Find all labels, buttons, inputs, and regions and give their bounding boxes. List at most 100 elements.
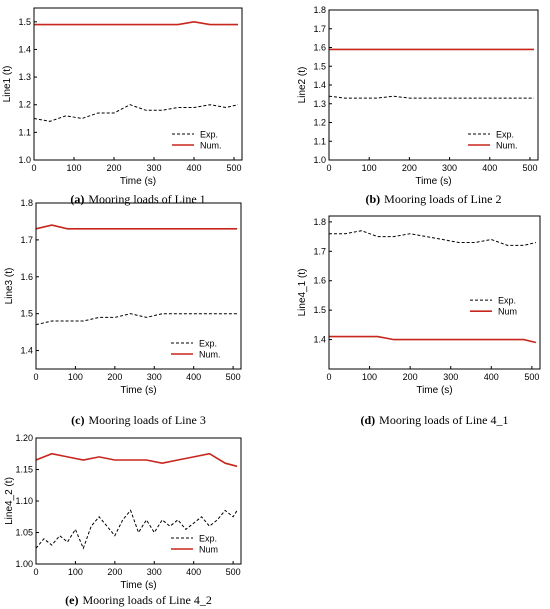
- y-tick-label: 1.15: [15, 465, 33, 475]
- figure-caption: (e) Mooring loads of Line 4_2: [65, 593, 212, 607]
- y-tick-label: 1.1: [313, 136, 326, 146]
- series-line-exp: [329, 230, 537, 246]
- y-tick-label: 1.2: [18, 100, 31, 110]
- y-tick-label: 1.0: [313, 155, 326, 165]
- x-axis-title: Time (s): [415, 176, 451, 187]
- y-axis-title: Line4_1 (t): [297, 269, 308, 317]
- series-line-exp: [328, 95, 534, 99]
- figure-caption: (b) Mooring loads of Line 2: [366, 192, 502, 206]
- x-tick-label: 0: [33, 567, 38, 577]
- series-line-exp: [33, 104, 239, 122]
- series-line-num: [35, 452, 238, 468]
- x-tick-label: 500: [226, 567, 241, 577]
- x-tick-label: 100: [66, 163, 81, 173]
- x-tick-label: 400: [482, 163, 497, 173]
- figure-caption: (d) Mooring loads of Line 4_1: [361, 413, 509, 427]
- x-tick-label: 500: [226, 163, 241, 173]
- x-tick-label: 500: [524, 372, 539, 382]
- y-tick-label: 1.05: [15, 528, 33, 538]
- y-tick-label: 1.8: [313, 5, 326, 15]
- y-tick-label: 1.4: [18, 44, 31, 54]
- x-tick-label: 100: [362, 372, 377, 382]
- caption-letter: (e): [65, 593, 78, 607]
- x-tick-label: 300: [146, 163, 161, 173]
- y-axis-title: Line2 (t): [297, 67, 308, 104]
- caption-text: Mooring loads of Line 4_2: [83, 593, 212, 607]
- x-tick-label: 100: [68, 372, 83, 382]
- legend-label: Exp.: [199, 534, 217, 544]
- y-tick-label: 1.3: [18, 72, 31, 82]
- plot-frame: [33, 7, 243, 161]
- chart-panel-5: 0 100 200 300 400 500 1.00 1.05 1.10 1.15 1.20 Time…: [4, 433, 242, 607]
- x-tick-label: 300: [147, 567, 162, 577]
- caption-letter: (a): [70, 192, 84, 206]
- y-tick-label: 1.8: [20, 198, 33, 208]
- x-tick-label: 400: [186, 567, 201, 577]
- y-axis-title: Line4_2 (t): [4, 477, 15, 525]
- x-tick-label: 200: [107, 372, 122, 382]
- figure-caption: (a) Mooring loads of Line 1: [70, 192, 205, 206]
- y-tick-label: 1.20: [15, 433, 33, 443]
- legend-label: Exp.: [200, 130, 218, 140]
- y-tick-label: 1.5: [313, 305, 326, 315]
- x-tick-label: 300: [442, 163, 457, 173]
- series-line-num: [34, 20, 238, 26]
- y-tick-label: 1.5: [20, 309, 33, 319]
- x-axis-title: Time (s): [120, 580, 156, 591]
- series-line-num: [35, 224, 238, 230]
- chart-panel-3: 0 100 200 300 400 500 1.4 1.5 1.6 1.7 1.8 Time (s) L…: [4, 198, 242, 427]
- x-tick-label: 300: [147, 372, 162, 382]
- legend-label: Exp.: [498, 296, 516, 306]
- y-tick-label: 1.5: [18, 17, 31, 27]
- legend-label: Num: [199, 545, 218, 555]
- chart-panel-2: 0 100 200 300 400 500 1.0 1.1 1.2 1.3 1.4 1.5 1.6 1.7…: [297, 5, 539, 206]
- legend-label: Num.: [199, 350, 221, 360]
- x-tick-label: 0: [31, 163, 36, 173]
- y-tick-label: 1.6: [313, 276, 326, 286]
- x-tick-label: 0: [326, 372, 331, 382]
- y-tick-label: 1.4: [313, 80, 326, 90]
- x-axis-title: Time (s): [120, 385, 156, 396]
- x-tick-label: 200: [107, 567, 122, 577]
- x-tick-label: 200: [106, 163, 121, 173]
- x-tick-label: 300: [443, 372, 458, 382]
- legend-label: Num.: [496, 141, 518, 151]
- y-tick-label: 1.8: [313, 217, 326, 227]
- y-axis-title: Line3 (t): [4, 268, 15, 305]
- y-tick-label: 1.2: [313, 118, 326, 128]
- x-tick-label: 500: [226, 372, 241, 382]
- legend-label: Num.: [200, 141, 222, 151]
- x-tick-label: 100: [362, 163, 377, 173]
- y-tick-label: 1.4: [20, 346, 33, 356]
- plot-frame: [328, 215, 541, 370]
- y-tick-label: 1.0: [18, 155, 31, 165]
- x-tick-label: 500: [522, 163, 537, 173]
- caption-text: Mooring loads of Line 1: [88, 192, 205, 206]
- x-axis-title: Time (s): [416, 385, 452, 396]
- y-tick-label: 1.1: [18, 127, 31, 137]
- figure-caption: (c) Mooring loads of Line 3: [71, 413, 206, 427]
- y-axis-title: Line1 (t): [2, 66, 13, 103]
- x-tick-label: 100: [68, 567, 83, 577]
- x-axis-title: Time (s): [120, 176, 156, 187]
- caption-letter: (b): [366, 192, 381, 206]
- caption-letter: (d): [361, 413, 376, 427]
- x-tick-label: 400: [186, 372, 201, 382]
- y-tick-label: 1.7: [313, 24, 326, 34]
- y-tick-label: 1.7: [313, 246, 326, 256]
- y-tick-label: 1.3: [313, 99, 326, 109]
- caption-letter: (c): [71, 413, 84, 427]
- chart-panel-4: 0 100 200 300 400 500 1.4 1.5 1.6 1.7 1.8 Time (s) L…: [297, 215, 541, 427]
- x-tick-label: 0: [326, 163, 331, 173]
- caption-text: Mooring loads of Line 4_1: [379, 413, 508, 427]
- x-tick-label: 400: [484, 372, 499, 382]
- legend-label: Exp.: [496, 130, 514, 140]
- series-line-exp: [35, 313, 238, 326]
- y-tick-label: 1.6: [313, 43, 326, 53]
- plot-frame: [35, 202, 242, 370]
- y-tick-label: 1.6: [20, 272, 33, 282]
- legend-label: Exp.: [199, 339, 217, 349]
- y-tick-label: 1.7: [20, 235, 33, 245]
- y-tick-label: 1.4: [313, 335, 326, 345]
